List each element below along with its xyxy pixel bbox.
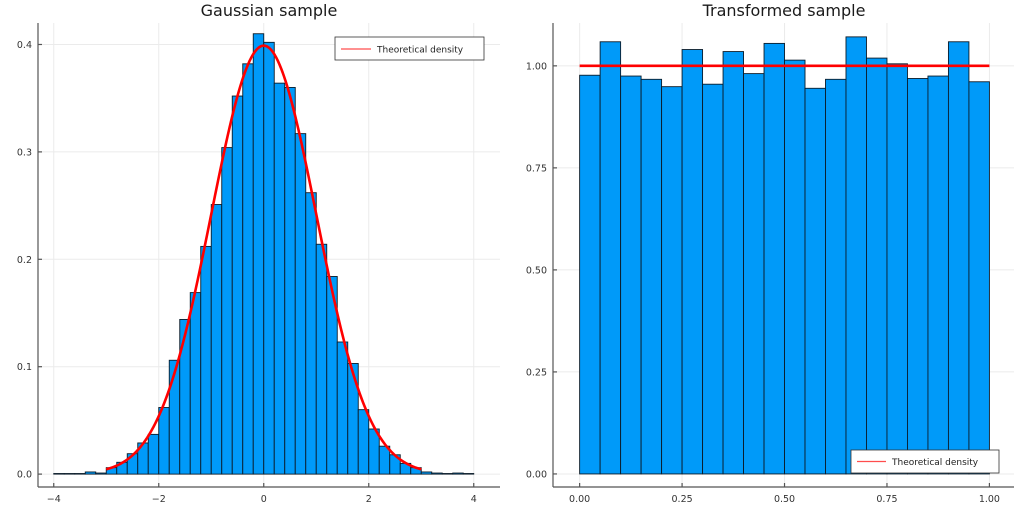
histogram-bar	[284, 86, 296, 475]
histogram-bar	[378, 445, 391, 475]
histogram-bar	[336, 341, 349, 475]
histogram-bar	[189, 292, 202, 475]
y-tick-label: 0.1	[17, 362, 32, 373]
y-tick-label: 0.75	[526, 163, 547, 174]
plot-title: Gaussian sample	[201, 1, 338, 20]
x-tick-label: 2	[366, 494, 372, 505]
histogram-bar	[263, 41, 275, 475]
x-tick-label: 1.00	[979, 494, 1000, 505]
histogram-bar	[763, 42, 785, 475]
histogram-bar	[221, 147, 233, 475]
x-tick-label: 0.50	[774, 494, 795, 505]
histogram-bar	[661, 86, 683, 475]
y-tick-label: 0.00	[526, 469, 547, 480]
histogram-bar	[84, 471, 97, 475]
histogram-bar	[743, 73, 765, 475]
histogram-bar	[347, 363, 359, 475]
x-tick-label: 4	[471, 494, 477, 505]
tick-labels: 0.00 0.25 0.50 0.75 1.00 0.00 0.25 0.50 0.75 1.00	[526, 61, 1000, 505]
legend: Theoretical density	[850, 449, 1000, 474]
transformed-histogram-plot: Transformed sample 0.00 0.25 0.50 0.75 1.000…	[526, 1, 1014, 505]
x-tick-label: 0.25	[672, 494, 693, 505]
x-tick-label: 0.00	[569, 494, 590, 505]
histogram-bar	[968, 81, 990, 475]
histogram-bars	[579, 36, 990, 475]
legend-box	[334, 36, 485, 61]
histogram-bar	[845, 36, 867, 475]
histogram-bar	[242, 63, 254, 475]
histogram-bar	[357, 409, 370, 475]
histogram-bar	[462, 473, 475, 475]
histogram-bar	[53, 473, 65, 475]
histogram-bar	[640, 78, 663, 475]
histogram-bars	[53, 33, 475, 475]
histogram-bar	[158, 407, 170, 475]
x-tick-label: 0.75	[876, 494, 897, 505]
histogram-bar	[681, 49, 704, 475]
gaussian-histogram-plot: Gaussian sample −4 −2 0 2 4 0.0 0.1 0.2 0.3 0.4 T…	[17, 1, 500, 505]
y-tick-label: 0.50	[526, 265, 547, 276]
histogram-bar	[74, 473, 86, 475]
tick-labels: −4 −2 0 2 4 0.0 0.1 0.2 0.3 0.4	[17, 40, 477, 505]
y-tick-label: 0.2	[17, 255, 32, 266]
y-tick-label: 0.4	[17, 40, 32, 51]
x-tick-label: 0	[261, 494, 267, 505]
x-tick-label: −4	[47, 494, 61, 505]
histogram-bar	[431, 472, 443, 475]
histogram-bar	[294, 133, 307, 475]
histogram-bar	[147, 433, 160, 475]
y-tick-label: 0.25	[526, 367, 547, 378]
histogram-bar	[722, 51, 744, 475]
histogram-bar	[947, 41, 970, 475]
histogram-bar	[599, 41, 622, 475]
histogram-bar	[620, 75, 642, 475]
histogram-bar	[927, 75, 949, 475]
histogram-bar	[804, 87, 826, 475]
histogram-bar	[784, 59, 806, 475]
legend: Theoretical density	[334, 36, 485, 61]
histogram-bar	[273, 82, 286, 475]
y-tick-label: 1.00	[526, 61, 547, 72]
legend-label: Theoretical density	[376, 46, 464, 56]
histogram-bar	[866, 57, 888, 475]
density-curve	[105, 44, 422, 471]
axes	[552, 23, 1014, 488]
histogram-bar	[231, 95, 244, 475]
histogram-bar	[179, 318, 191, 475]
histogram-bar	[200, 245, 212, 475]
histogram-bar	[452, 472, 464, 475]
x-tick-label: −2	[152, 494, 166, 505]
histogram-bar	[420, 471, 433, 475]
histogram-bar	[95, 472, 107, 475]
y-tick-label: 0.3	[17, 147, 32, 158]
legend-label: Theoretical density	[891, 458, 979, 468]
histogram-bar	[63, 473, 76, 475]
histogram-bar	[315, 243, 328, 475]
legend-box	[850, 449, 1000, 474]
histogram-bar	[210, 204, 223, 475]
plot-title: Transformed sample	[702, 1, 866, 20]
histogram-bar	[825, 78, 847, 475]
histogram-bar	[907, 78, 929, 475]
theoretical-density-line	[105, 44, 422, 471]
histogram-bar	[702, 83, 724, 475]
histogram-bar	[305, 192, 317, 475]
histogram-bar	[579, 74, 601, 475]
histogram-bar	[441, 473, 454, 475]
axes	[37, 23, 500, 488]
histogram-bar	[252, 33, 265, 475]
histogram-bar	[886, 63, 908, 475]
y-tick-label: 0.0	[17, 470, 32, 481]
